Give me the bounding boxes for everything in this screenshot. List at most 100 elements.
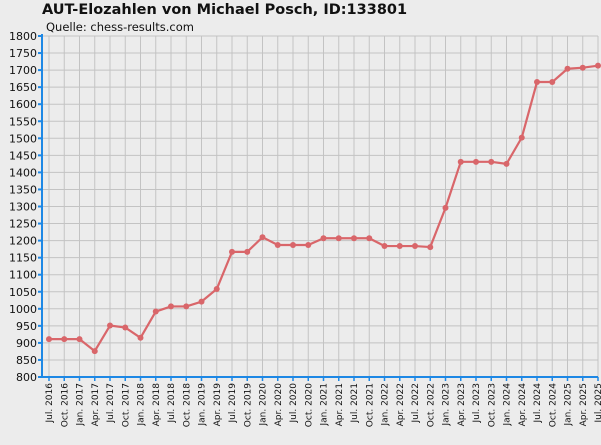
x-tick-label: Apr. 2017 xyxy=(91,383,101,426)
tick-labels: 800 850 900 950 1000 1050 1100 1150 1200 1250 1300… xyxy=(9,30,601,427)
x-tick-label: Jul. 2021 xyxy=(350,383,360,424)
data-point xyxy=(534,79,540,86)
y-tick-label: 1550 xyxy=(9,115,37,128)
x-tick-label: Apr. 2019 xyxy=(213,383,223,427)
y-tick-label: 1300 xyxy=(9,201,37,214)
data-point xyxy=(335,235,342,242)
x-tick-label: Oct. 2024 xyxy=(548,383,558,427)
data-point xyxy=(442,204,449,211)
x-tick-label: Oct. 2021 xyxy=(365,383,375,427)
x-tick-label: Jul. 2020 xyxy=(289,383,299,424)
data-point xyxy=(351,235,357,242)
x-tick-label: Apr. 2020 xyxy=(274,383,284,427)
x-tick-label: Jul. 2025 xyxy=(594,383,601,424)
y-tick-label: 1350 xyxy=(9,183,37,196)
x-tick-label: Oct. 2022 xyxy=(426,383,436,427)
x-tick-label: Jan. 2025 xyxy=(564,383,574,427)
y-tick-label: 1750 xyxy=(9,47,37,60)
data-point xyxy=(549,79,556,86)
y-tick-label: 1050 xyxy=(9,286,37,299)
x-tick-label: Apr. 2023 xyxy=(457,383,467,426)
data-point xyxy=(473,158,479,165)
data-point xyxy=(259,234,266,241)
data-point xyxy=(579,64,586,71)
axes xyxy=(38,34,599,381)
y-tick-label: 1000 xyxy=(9,303,37,316)
x-tick-label: Jul. 2023 xyxy=(472,383,482,424)
data-point xyxy=(427,244,434,251)
x-tick-label: Apr. 2022 xyxy=(396,383,406,426)
data-point xyxy=(518,134,525,141)
y-tick-label: 1400 xyxy=(9,166,37,179)
x-tick-label: Jul. 2019 xyxy=(228,383,238,424)
data-point xyxy=(76,336,83,343)
x-tick-label: Apr. 2025 xyxy=(579,383,589,426)
data-point xyxy=(168,303,174,310)
data-point xyxy=(137,334,144,341)
y-tick-label: 850 xyxy=(16,354,37,367)
data-point xyxy=(396,243,403,250)
y-tick-label: 1700 xyxy=(9,64,37,77)
data-point xyxy=(107,322,113,329)
data-point xyxy=(61,336,68,343)
x-tick-label: Jan. 2018 xyxy=(137,383,147,427)
data-point xyxy=(488,158,495,165)
data-point xyxy=(290,242,296,249)
series-line xyxy=(46,62,601,355)
x-tick-label: Jan. 2022 xyxy=(381,383,391,427)
grid-lines xyxy=(42,35,599,378)
y-tick-label: 1450 xyxy=(9,149,37,162)
x-tick-label: Jul. 2017 xyxy=(106,383,116,424)
x-tick-label: Apr. 2018 xyxy=(152,383,162,427)
chart-subtitle: Quelle: chess-results.com xyxy=(46,20,194,34)
data-point xyxy=(152,308,159,315)
x-tick-label: Oct. 2017 xyxy=(121,383,131,427)
data-point xyxy=(412,243,418,250)
data-point xyxy=(229,248,235,255)
y-tick-label: 1600 xyxy=(9,98,37,111)
x-tick-label: Jan. 2023 xyxy=(442,383,452,427)
data-point xyxy=(46,336,52,343)
x-tick-label: Oct. 2019 xyxy=(243,383,253,427)
data-point xyxy=(503,160,510,167)
data-point xyxy=(122,324,129,331)
x-tick-label: Jan. 2024 xyxy=(503,383,513,427)
y-tick-label: 1500 xyxy=(9,132,37,145)
x-tick-label: Jul. 2016 xyxy=(45,383,55,424)
x-tick-label: Jul. 2018 xyxy=(167,383,177,424)
data-point xyxy=(595,62,601,69)
x-tick-label: Oct. 2023 xyxy=(487,383,497,427)
y-tick-label: 1200 xyxy=(9,235,37,248)
x-tick-label: Jan. 2020 xyxy=(259,383,269,427)
chart-title: AUT-Elozahlen von Michael Posch, ID:1338… xyxy=(42,2,408,18)
x-tick-label: Apr. 2021 xyxy=(335,383,345,426)
data-point xyxy=(183,303,190,310)
data-point xyxy=(457,158,464,165)
y-tick-label: 1100 xyxy=(9,269,37,282)
y-tick-label: 950 xyxy=(16,320,37,333)
data-point xyxy=(213,286,220,293)
data-point xyxy=(244,248,251,255)
data-point xyxy=(381,243,388,250)
x-tick-label: Oct. 2018 xyxy=(182,383,192,427)
x-tick-label: Oct. 2016 xyxy=(60,383,70,427)
x-tick-label: Jul. 2024 xyxy=(533,383,543,424)
y-tick-label: 1150 xyxy=(9,252,37,265)
x-tick-label: Jan. 2017 xyxy=(76,383,86,427)
data-point xyxy=(198,298,205,305)
data-point xyxy=(305,242,312,249)
data-point xyxy=(274,242,281,249)
data-point xyxy=(366,235,373,242)
x-tick-label: Jan. 2019 xyxy=(198,383,208,427)
x-tick-label: Oct. 2020 xyxy=(304,383,314,427)
x-tick-label: Jan. 2021 xyxy=(320,383,330,427)
y-tick-label: 1800 xyxy=(9,30,37,43)
y-tick-label: 800 xyxy=(16,371,37,384)
data-point xyxy=(320,235,327,242)
data-point xyxy=(564,65,571,72)
y-tick-label: 1650 xyxy=(9,81,37,94)
x-tick-label: Jul. 2022 xyxy=(411,383,421,424)
data-point xyxy=(91,348,98,355)
y-tick-label: 1250 xyxy=(9,218,37,231)
